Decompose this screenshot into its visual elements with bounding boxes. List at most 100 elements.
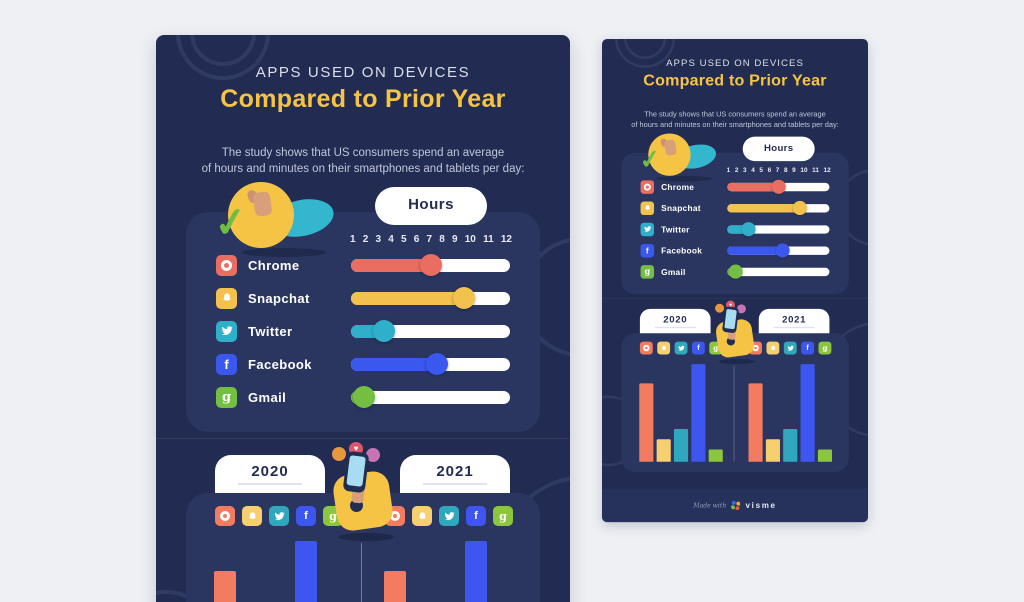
bar-groups-divider [733,365,735,462]
facebook-icon: f [640,243,655,258]
gmail-glyph-icon: g [644,266,651,277]
snapchat-icon [216,287,237,309]
thumb-icon [252,190,273,218]
year-label: 2020 [251,463,289,480]
illustration-shadow [338,533,394,541]
poster-eyebrow: APPS USED ON DEVICES [255,64,471,81]
scale-tick: 8 [439,234,445,245]
bar-2021-snapchat [765,439,780,462]
bird-glyph-icon [221,326,233,336]
phone-in-hand-illustration: ♥ [711,300,760,365]
year-label: 2020 [663,313,688,325]
chrome-icon [216,254,237,276]
bar-column-snapchat [765,341,780,462]
bar-column-snapchat [656,341,671,462]
gmail-hours-fill [727,264,743,279]
chrome-hours-fill [727,179,786,194]
tab-underline [773,326,815,329]
gmail-glyph-icon: g [822,343,828,353]
scale-tick: 12 [500,234,512,245]
poster-title: Compared to Prior Year [220,85,506,113]
bar-2020-facebook [295,541,317,602]
scale-tick: 9 [792,166,796,174]
bar-column-snapchat [241,506,263,602]
scale-tick: 1 [350,234,356,245]
gmail-hours-fill [351,385,376,408]
tab-2021: 2021 [400,455,510,495]
smiley-dot-shape [726,337,735,346]
snapchat-icon [657,341,671,355]
app-label: Gmail [661,266,686,277]
year-label: 2021 [782,313,807,325]
bar-group-2021: f g [384,506,514,602]
scale-tick: 2 [734,166,739,174]
chrome-hours-track [727,179,830,194]
chrome-glyph-icon [643,183,651,191]
thumbs-up-illustration: ✓ [637,133,719,182]
slider-row-snapchat: Snapchat [216,286,510,310]
snapchat-icon [412,506,432,526]
chrome-glyph-icon [221,259,232,271]
illustration-shadow [242,248,326,257]
infographic-poster-large[interactable]: APPS USED ON DEVICES Compared to Prior Y… [156,35,570,602]
bird-glyph-icon [787,345,794,351]
bar-column-twitter [268,506,290,602]
gmail-glyph-icon: g [329,509,337,523]
heart-bubble-icon: ♥ [726,300,735,310]
twitter-icon [783,341,797,355]
hours-header-pill: Hours [375,187,487,225]
app-label: Snapchat [661,203,701,213]
gmail-hours-track [351,385,510,408]
infographic-poster-small[interactable]: APPS USED ON DEVICES Compared to Prior Y… [602,39,868,523]
bar-column-facebook: f [800,341,815,462]
scale-tick: 12 [823,166,831,174]
gmail-icon: g [640,264,655,279]
bar-2021-twitter [783,428,798,462]
scale-tick: 5 [759,166,763,174]
tab-underline [238,483,302,485]
bar-column-twitter [783,341,798,462]
bar-2020-twitter [673,428,689,462]
bar-column-facebook: f [691,341,706,462]
hours-scale: 1 2 3 4 5 6 7 8 9 10 11 12 [727,167,831,174]
bar-2021-facebook [800,364,815,462]
scale-tick: 4 [751,166,755,174]
tab-2020: 2020 [639,308,711,335]
tab-underline [654,326,696,329]
scale-tick: 6 [413,234,420,245]
chrome-hours-knob [419,253,442,276]
bar-2021-chrome [748,383,763,462]
scale-tick: 2 [362,234,369,245]
scale-tick: 4 [388,234,394,245]
facebook-glyph-icon: f [224,356,229,372]
facebook-glyph-icon: f [697,343,700,352]
twitter-hours-fill [727,221,756,236]
bird-glyph-icon [444,511,455,520]
scale-tick: 7 [775,166,780,174]
ghost-glyph-icon [418,511,426,519]
scale-tick: 7 [426,234,433,245]
facebook-hours-knob [775,242,790,258]
facebook-icon: f [466,506,486,526]
hours-scale: 1 2 3 4 5 6 7 8 9 10 11 12 [350,234,512,245]
slider-row-chrome: Chrome [640,179,830,194]
subtitle-line-1: The study shows that US consumers spend … [221,147,505,159]
twitter-icon [269,506,289,526]
app-label: Snapchat [248,290,310,306]
slider-row-gmail: g Gmail [640,264,830,279]
section-divider [602,297,868,299]
bar-column-gmail: g [492,506,514,602]
ghost-glyph-icon [770,345,776,350]
bar-column-gmail: g [817,341,833,462]
poster-footer: Made with visme [602,488,868,523]
gmail-glyph-icon: g [499,509,507,523]
bell-bubble-icon [736,304,746,314]
poster-subtitle: The study shows that US consumers spend … [156,145,570,177]
snapchat-icon [640,201,655,215]
checkmark-icon: ✓ [637,144,663,176]
ghost-glyph-icon [644,205,650,210]
checkmark-icon: ✓ [211,198,251,248]
bar-column-chrome [214,506,236,602]
bar-groups-divider [361,543,362,602]
subtitle-line-1: The study shows that US consumers spend … [644,110,826,119]
